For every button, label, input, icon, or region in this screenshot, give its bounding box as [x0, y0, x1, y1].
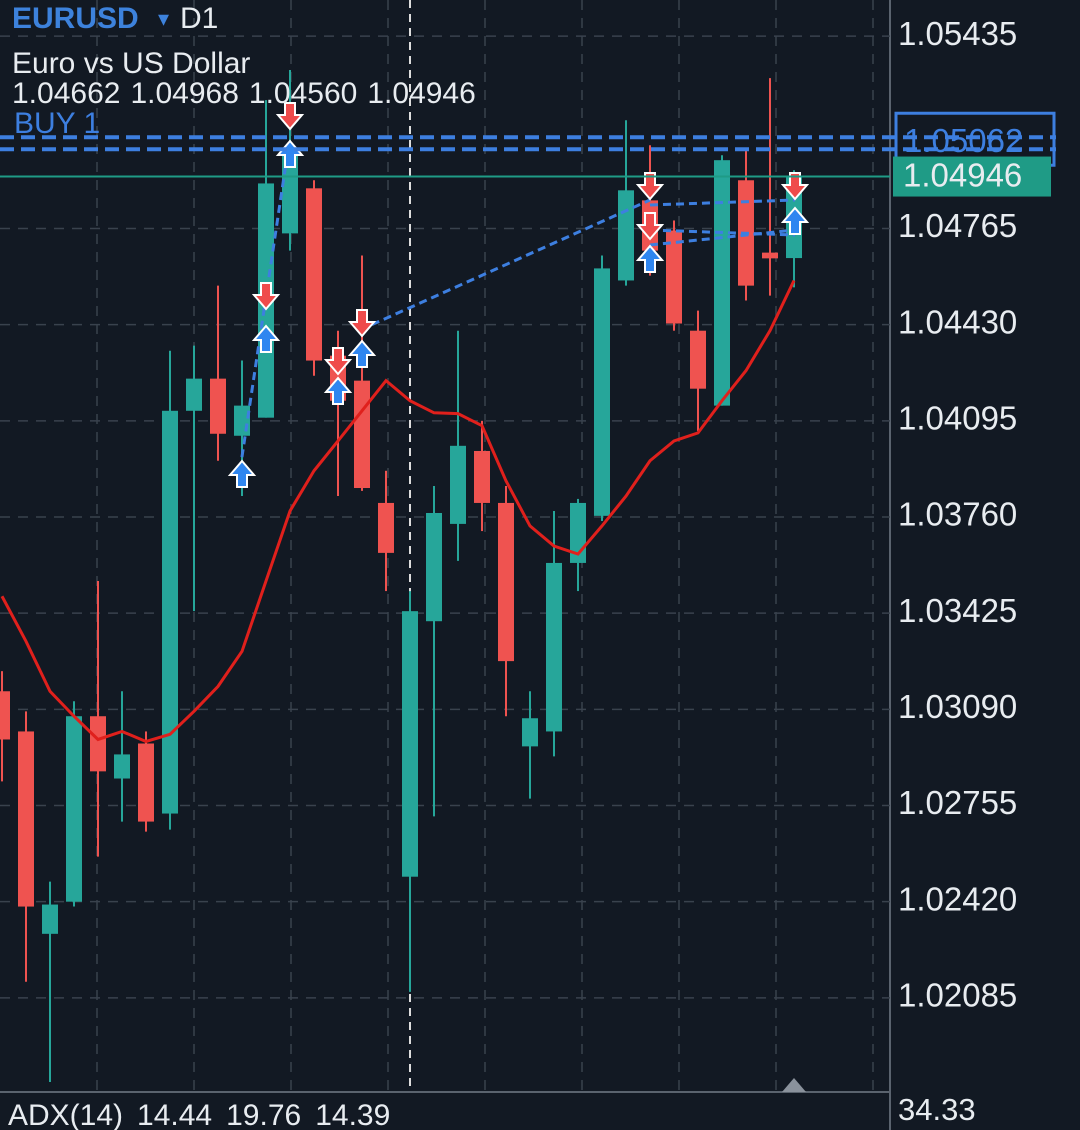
- trade-link: [359, 198, 651, 332]
- trade-link: [649, 198, 796, 207]
- moving-average: [0, 279, 796, 744]
- candle-body: [690, 330, 706, 389]
- candle-body: [234, 405, 250, 436]
- y-tick-label: 1.04430: [898, 303, 1017, 340]
- sell-arrow: [635, 172, 665, 201]
- sell-arrow: [275, 102, 305, 131]
- candle-body: [186, 378, 202, 411]
- sell-arrow: [251, 282, 281, 311]
- y-tick-label: 1.04095: [898, 400, 1017, 437]
- indicator-name: ADX(14): [8, 1099, 123, 1130]
- current-price: 1.04946: [903, 156, 1022, 193]
- candle-body: [306, 188, 322, 361]
- candle-body: [354, 380, 370, 489]
- indicator-value: 14.44: [137, 1099, 212, 1130]
- buy-arrow: [227, 459, 257, 488]
- ohlc-value: 1.04560: [249, 77, 357, 110]
- trade-link: [649, 228, 796, 237]
- y-tick-label: 1.03425: [898, 592, 1017, 629]
- y-tick-label: 1.05435: [898, 15, 1017, 52]
- sell-arrow: [635, 212, 665, 241]
- candle-body: [498, 502, 514, 662]
- candle-body: [282, 155, 298, 234]
- indicator-value: 19.76: [226, 1099, 301, 1130]
- candle-body: [474, 450, 490, 503]
- symbol: EURUSD: [12, 2, 139, 35]
- candle-body: [210, 378, 226, 434]
- indicator-value: 14.39: [315, 1099, 390, 1130]
- ohlc-line: 1.04662 1.04968 1.04560 1.04946: [12, 77, 476, 110]
- buy-arrow: [275, 139, 305, 168]
- dropdown-caret[interactable]: ▾: [158, 6, 169, 31]
- candle-body: [138, 743, 154, 822]
- timeframe[interactable]: D1: [180, 2, 218, 35]
- trade-link: [238, 149, 290, 471]
- buy-arrow: [323, 376, 353, 405]
- buy-arrow: [780, 206, 810, 235]
- order-price: 1.05062: [904, 122, 1023, 159]
- buy-arrow: [251, 324, 281, 353]
- candle-body: [90, 716, 106, 772]
- candle-body: [594, 268, 610, 516]
- ohlc-value: 1.04946: [367, 77, 475, 110]
- candle-body: [666, 230, 682, 324]
- candle-body: [546, 562, 562, 732]
- candle-body: [162, 410, 178, 814]
- plot: [0, 0, 890, 1092]
- description: Euro vs US Dollar: [12, 47, 250, 80]
- candle-body: [450, 445, 466, 524]
- candle-body: [378, 502, 394, 553]
- ohlc-value: 1.04662: [12, 77, 120, 110]
- candle-body: [18, 731, 34, 907]
- y-tick-label: 1.02085: [898, 977, 1017, 1014]
- ohlc-value: 1.04968: [130, 77, 238, 110]
- sell-arrow: [347, 309, 377, 338]
- candle-body: [762, 252, 778, 259]
- candle-body: [618, 190, 634, 281]
- y-tick-label: 1.03090: [898, 688, 1017, 725]
- current-price-box: [893, 156, 1051, 197]
- candle-body: [0, 691, 10, 740]
- buy-arrow: [347, 339, 377, 368]
- y-tick-label: 1.02755: [898, 784, 1017, 821]
- y-tick-label: 1.03760: [898, 496, 1017, 533]
- scroll-marker: [782, 1078, 806, 1092]
- indicator-level: 34.33: [898, 1092, 976, 1127]
- candle-body: [114, 754, 130, 779]
- trade-link: [649, 228, 796, 247]
- candle-body: [42, 904, 58, 934]
- order-label: BUY 1: [14, 107, 100, 140]
- sell-arrow: [323, 347, 353, 376]
- indicator-line: ADX(14) 14.44 19.76 14.39: [8, 1099, 390, 1130]
- candle-body: [522, 718, 538, 747]
- y-tick-label: 1.02420: [898, 880, 1017, 917]
- y-tick-label: 1.04765: [898, 207, 1017, 244]
- candle-body: [426, 512, 442, 622]
- buy-arrow: [635, 244, 665, 273]
- candle-body: [66, 716, 82, 902]
- sell-arrow: [780, 172, 810, 201]
- header: EURUSD ▾ D1 Euro vs US Dollar 1.04662 1.0…: [12, 2, 476, 110]
- candle-body: [402, 611, 418, 877]
- candle-body: [714, 160, 730, 406]
